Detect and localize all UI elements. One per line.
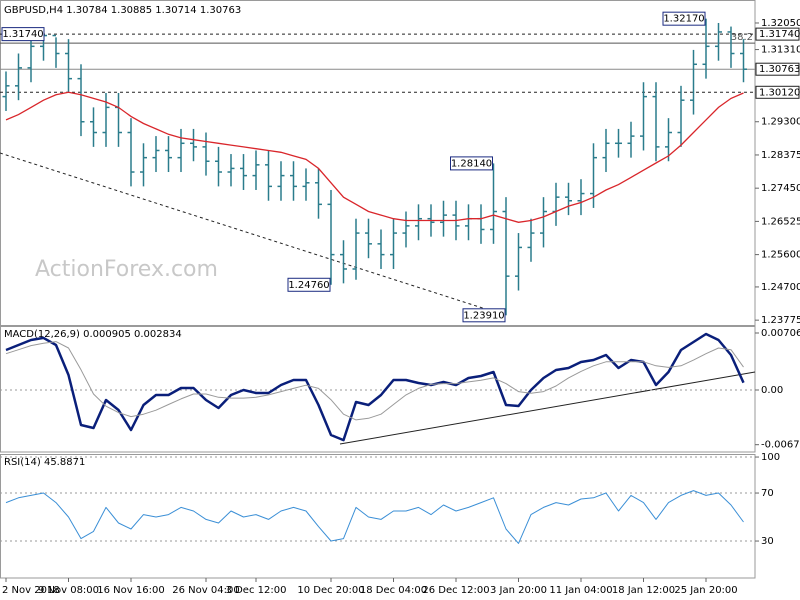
- y-tick-label: 1.31310: [761, 45, 800, 56]
- y-tick-label: 100: [761, 452, 780, 463]
- y-tick-label: 1.28375: [761, 150, 800, 161]
- y-tick-label: -0.006774: [761, 440, 800, 451]
- level-box: [755, 85, 800, 99]
- price-trendline: [0, 152, 496, 313]
- x-tick-label: 26 Dec 12:00: [422, 585, 489, 596]
- y-tick-label: 70: [761, 488, 774, 499]
- level-label: 1.31740: [759, 29, 800, 40]
- annotation-label: 1.23910: [463, 310, 504, 321]
- level-box: [755, 27, 800, 41]
- x-tick-label: 3 Dec 12:00: [226, 585, 287, 596]
- x-tick-label: 3 Jan 20:00: [490, 585, 547, 596]
- x-tick-label: 11 Jan 04:00: [549, 585, 612, 596]
- x-tick-label: 26 Nov 04:00: [172, 585, 239, 596]
- price-panel: [0, 0, 756, 326]
- rsi-panel: [0, 454, 756, 579]
- x-tick-label: 18 Jan 12:00: [612, 585, 675, 596]
- annotation-box: [450, 156, 493, 171]
- x-tick-label: 25 Jan 20:00: [674, 585, 737, 596]
- y-tick-label: 1.26525: [761, 216, 800, 227]
- annotation-box: [1, 27, 45, 42]
- series-line: [5, 490, 744, 544]
- macd-trendline: [339, 371, 756, 445]
- y-tick-label: 1.24700: [761, 282, 800, 293]
- x-tick-label: 16 Nov 16:00: [97, 585, 164, 596]
- x-tick-label: 10 Dec 20:00: [297, 585, 364, 596]
- annotation-label: 1.32170: [663, 14, 704, 25]
- series-line: [5, 341, 744, 421]
- y-tick-label: 1.27450: [761, 183, 800, 194]
- x-tick-label: 9 Nov 08:00: [38, 585, 99, 596]
- x-tick-label: 18 Dec 04:00: [360, 585, 427, 596]
- level-box: [755, 62, 800, 76]
- price-title: GBPUSD,H4 1.30784 1.30885 1.30714 1.3076…: [4, 5, 241, 16]
- annotation-box: [662, 11, 706, 26]
- y-tick-label: 1.23775: [761, 315, 800, 326]
- y-tick-label: 1.32050: [761, 18, 800, 29]
- rsi-title: RSI(14) 45.8871: [4, 457, 85, 468]
- annotation-label: 1.24760: [288, 280, 329, 291]
- level-label: 1.30120: [759, 87, 800, 98]
- annotation-label: 1.28140: [451, 158, 492, 169]
- y-tick-label: 0.00: [761, 385, 783, 396]
- y-tick-label: 1.29300: [761, 117, 800, 128]
- y-tick-label: 30: [761, 536, 774, 547]
- moving-average: [5, 91, 744, 223]
- level-label: 1.30763: [759, 64, 800, 75]
- series-line: [5, 332, 745, 442]
- annotation-box: [462, 308, 506, 323]
- fib-label: 38.2: [731, 32, 753, 43]
- annotation-box: [287, 277, 331, 292]
- annotation-label: 1.31740: [2, 29, 43, 40]
- y-tick-label: 1.25600: [761, 250, 800, 261]
- macd-title: MACD(12,26,9) 0.000905 0.002834: [4, 329, 182, 340]
- macd-panel: [0, 326, 756, 453]
- watermark: ActionForex.com: [35, 257, 218, 282]
- x-tick-label: 2 Nov 2018: [2, 585, 60, 596]
